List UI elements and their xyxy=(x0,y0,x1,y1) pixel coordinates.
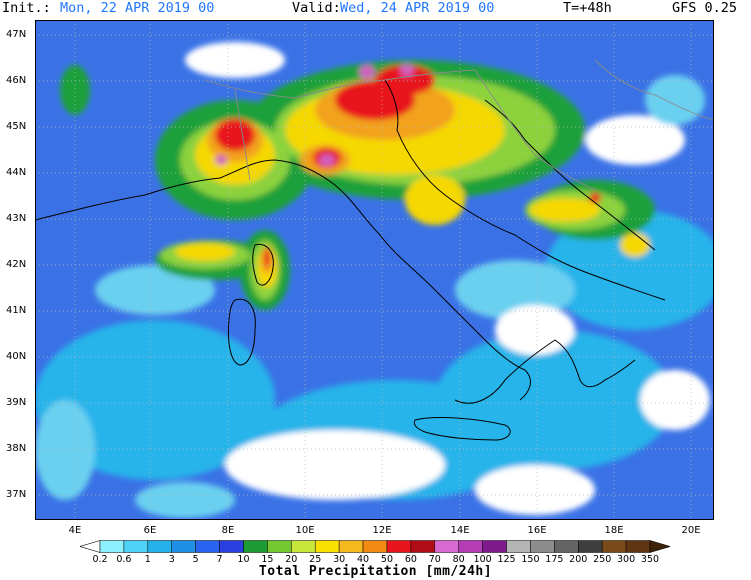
colorbar-swatch xyxy=(362,540,388,553)
colorbar-tick-label: 200 xyxy=(569,554,588,565)
colorbar-tick-label: 125 xyxy=(497,554,516,565)
colorbar-swatch xyxy=(625,540,651,553)
colorbar-swatch xyxy=(434,540,459,553)
colorbar-swatch xyxy=(267,540,292,553)
colorbar-swatch xyxy=(530,540,555,553)
precipitation-map xyxy=(35,20,714,520)
precipitation-colorbar xyxy=(80,540,670,553)
colorbar-tick-label: 80 xyxy=(452,554,465,565)
init-label: Init.: xyxy=(2,0,51,16)
lat-label-41n: 41N xyxy=(6,305,27,316)
colorbar-swatch xyxy=(458,540,483,553)
colorbar-swatch xyxy=(123,540,149,553)
lat-label-46n: 46N xyxy=(6,75,27,86)
colorbar-swatch xyxy=(171,540,196,553)
colorbar-swatch xyxy=(554,540,579,553)
colorbar-swatch xyxy=(195,540,220,553)
lat-label-43n: 43N xyxy=(6,213,27,224)
grid-lines xyxy=(35,20,714,520)
colorbar-tick-label: 10 xyxy=(237,554,250,565)
colorbar-tick-label: 15 xyxy=(261,554,274,565)
colorbar-tick-label: 40 xyxy=(356,554,370,565)
colorbar-swatch xyxy=(338,540,364,553)
lon-label-6e: 6E xyxy=(143,525,157,536)
colorbar-tick-label: 350 xyxy=(640,554,660,565)
colorbar-tick-label: 60 xyxy=(404,554,417,565)
colorbar-tick-label: 0.2 xyxy=(92,554,108,565)
colorbar-underflow xyxy=(80,540,101,553)
colorbar-swatch xyxy=(147,540,172,553)
colorbar-tick-label: 25 xyxy=(309,554,322,565)
lon-label-20e: 20E xyxy=(681,525,701,536)
lon-label-12e: 12E xyxy=(372,525,392,536)
colorbar-swatch xyxy=(314,540,340,553)
colorbar-tick-label: 7 xyxy=(216,554,223,565)
lon-label-18e: 18E xyxy=(604,525,624,536)
country-borders xyxy=(204,59,714,191)
colorbar-tick-label: 0.6 xyxy=(116,554,132,565)
valid-label: Valid: xyxy=(292,0,341,16)
model-name: GFS 0.25 xyxy=(672,0,738,16)
lat-label-42n: 42N xyxy=(6,259,27,270)
lat-label-37n: 37N xyxy=(6,489,27,500)
colorbar-tick-label: 30 xyxy=(333,554,346,565)
lat-label-45n: 45N xyxy=(6,121,27,132)
colorbar-tick-label: 100 xyxy=(473,554,492,565)
lon-label-16e: 16E xyxy=(527,525,547,536)
colorbar-tick-label: 150 xyxy=(521,554,540,565)
lon-label-8e: 8E xyxy=(221,525,235,536)
colorbar-swatch xyxy=(386,540,412,553)
colorbar-tick-label: 1 xyxy=(144,554,151,565)
colorbar-tick-label: 5 xyxy=(192,554,199,565)
lon-label-10e: 10E xyxy=(295,525,315,536)
colorbar-tick-label: 250 xyxy=(593,554,612,565)
colorbar-swatch xyxy=(291,540,316,553)
colorbar-swatch xyxy=(243,540,268,553)
colorbar-tick-label: 3 xyxy=(168,554,175,565)
lat-label-39n: 39N xyxy=(6,397,27,408)
colorbar-tick-label: 70 xyxy=(428,554,441,565)
forecast-lead-time: T=+48h xyxy=(563,0,612,16)
colorbar-title: Total Precipitation [mm/24h] xyxy=(258,564,493,579)
lat-label-44n: 44N xyxy=(6,167,27,178)
colorbar-tick-label: 20 xyxy=(285,554,298,565)
init-value: Mon, 22 APR 2019 00 xyxy=(60,0,215,16)
precipitation-field xyxy=(35,20,714,520)
lat-label-47n: 47N xyxy=(6,29,27,40)
map-header: Init.: Mon, 22 APR 2019 00 Valid: Wed, 2… xyxy=(0,0,751,20)
colorbar-swatch xyxy=(506,540,531,553)
lon-label-14e: 14E xyxy=(450,525,470,536)
valid-value: Wed, 24 APR 2019 00 xyxy=(340,0,495,16)
colorbar-tick-label: 50 xyxy=(380,554,393,565)
lat-label-38n: 38N xyxy=(6,443,27,454)
colorbar-overflow xyxy=(649,540,670,553)
map-frame xyxy=(35,20,714,520)
colorbar-swatch xyxy=(410,540,436,553)
colorbar-swatch xyxy=(578,540,603,553)
colorbar-swatch xyxy=(219,540,244,553)
lon-label-4e: 4E xyxy=(68,525,82,536)
colorbar-tick-label: 300 xyxy=(617,554,636,565)
colorbar-swatch xyxy=(601,540,627,553)
colorbar-swatch xyxy=(482,540,507,553)
colorbar-tick-label: 175 xyxy=(545,554,564,565)
lat-label-40n: 40N xyxy=(6,351,27,362)
colorbar-swatch xyxy=(99,540,125,553)
precip-blobs xyxy=(35,42,714,518)
